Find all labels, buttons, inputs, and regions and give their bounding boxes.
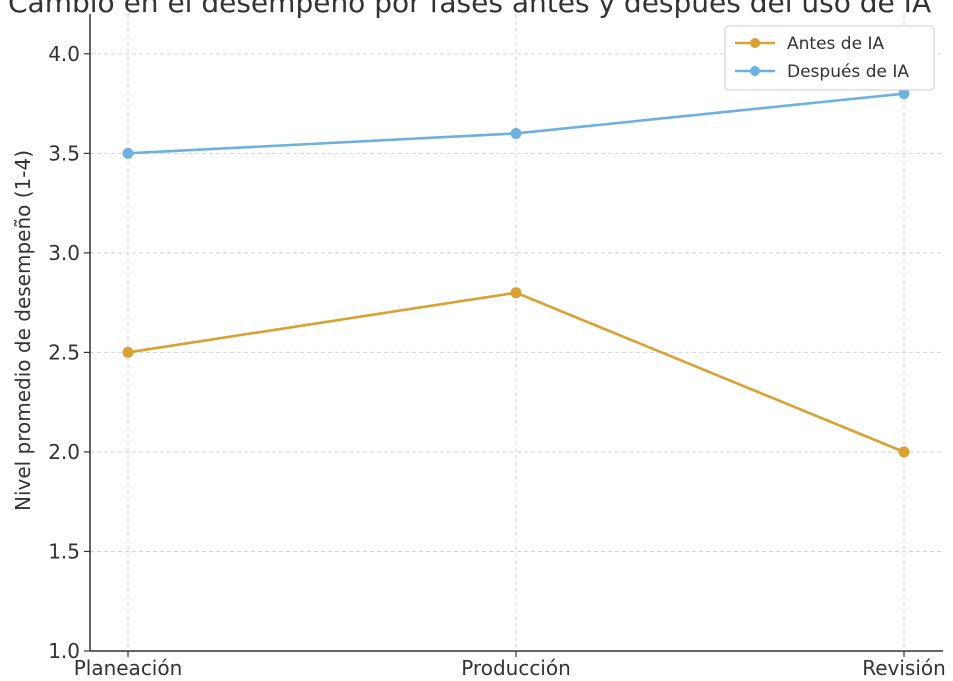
legend-item: Antes de IA [735, 34, 884, 54]
x-tick-label: Revisión [862, 656, 946, 680]
legend-swatch-marker [750, 66, 760, 76]
y-tick-label: 3.0 [48, 241, 80, 265]
y-tick-label: 1.0 [48, 639, 80, 663]
legend: Antes de IA Después de IA [724, 25, 935, 91]
data-point [510, 127, 522, 139]
y-axis-label: Nivel promedio de desempeño (1-4) [11, 150, 35, 511]
x-tick-label: Producción [461, 656, 571, 680]
grid-layer [90, 14, 943, 652]
series-despues-de-ia [122, 88, 910, 159]
y-tick-label: 1.5 [48, 539, 80, 563]
x-tick-labels: Planeación Producción Revisión [74, 651, 946, 680]
y-tick-label: 2.5 [48, 340, 80, 364]
x-tick-label: Planeación [74, 656, 183, 680]
legend-label: Antes de IA [787, 34, 884, 54]
legend-box [724, 25, 935, 91]
data-point [122, 346, 134, 358]
series-line [127, 92, 905, 155]
legend-item: Después de IA [735, 62, 909, 82]
legend-label: Después de IA [787, 62, 909, 82]
y-tick-label: 3.5 [48, 141, 80, 165]
chart-title: Cambio en el desempeño por fases antes y… [8, 0, 931, 19]
y-tick-labels: 1.0 1.5 2.0 2.5 3.0 3.5 4.0 [48, 42, 90, 663]
series-layer [122, 88, 910, 458]
data-point [122, 147, 134, 159]
data-point [510, 287, 522, 299]
series-antes-de-ia [122, 287, 910, 458]
y-tick-label: 2.0 [48, 440, 80, 464]
data-point [898, 88, 910, 100]
legend-swatch-marker [750, 38, 760, 48]
y-tick-label: 4.0 [48, 42, 80, 66]
data-point [898, 446, 910, 458]
